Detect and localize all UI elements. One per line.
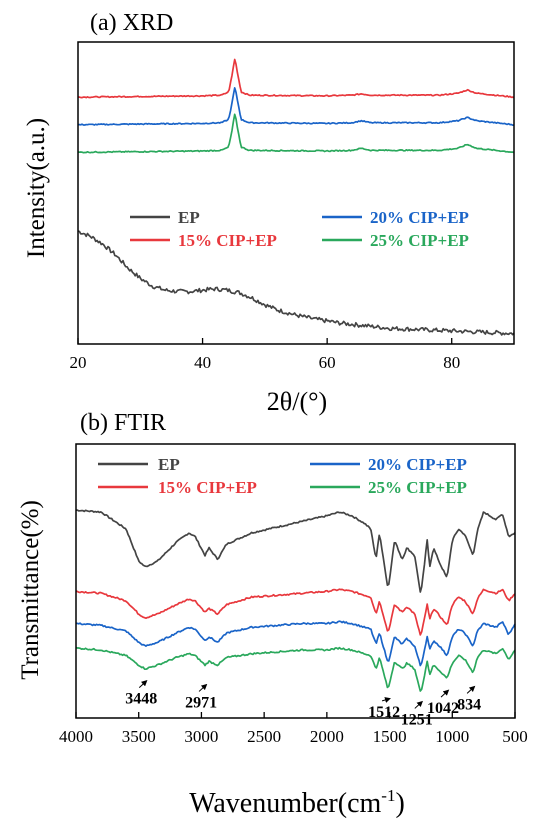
xrd-panel: (a) XRD Intensity(a.u.) 20 40 60 80 2θ/(°) … xyxy=(23,10,515,416)
ftir-legend-label-25: 25% CIP+EP xyxy=(368,478,467,497)
xrd-legend-label-25: 25% CIP+EP xyxy=(370,231,469,250)
xrd-legend-item-15: 15% CIP+EP xyxy=(130,231,277,250)
xrd-legend-item-20: 20% CIP+EP xyxy=(322,208,469,227)
xrd-legend-item-ep: EP xyxy=(130,208,200,227)
ftir-series-20-cip-ep xyxy=(76,620,516,667)
xrd-legend: EP 20% CIP+EP 15% CIP+EP 25% CIP+EP xyxy=(130,208,469,250)
ftir-legend-item-ep: EP xyxy=(98,455,180,474)
ftir-x-ticks: 4000 3500 3000 2500 2000 1500 1000 500 xyxy=(59,712,528,746)
ftir-peak-label-1512: 1512 xyxy=(368,704,400,721)
ftir-peak-arrow-1251 xyxy=(414,700,424,709)
ftir-peak-arrow-2971 xyxy=(198,683,208,692)
xrd-y-axis-label: Intensity(a.u.) xyxy=(23,118,50,258)
ftir-x-tick-label: 3500 xyxy=(122,727,156,746)
ftir-x-tick-label: 2500 xyxy=(247,727,281,746)
ftir-peak-label-2971: 2971 xyxy=(185,694,217,711)
ftir-peak-arrow-1042 xyxy=(440,689,450,698)
ftir-peak-label-1042: 1042 xyxy=(427,700,459,717)
ftir-x-tick-label: 1000 xyxy=(435,727,469,746)
ftir-series-ep xyxy=(75,509,516,593)
xrd-series-25-cip-ep xyxy=(77,113,515,154)
ftir-legend-item-25: 25% CIP+EP xyxy=(310,478,467,497)
ftir-series-15-cip-ep xyxy=(75,588,516,636)
ftir-series-group xyxy=(75,509,516,692)
xrd-panel-title: (a) XRD xyxy=(90,10,173,36)
ftir-peak-arrow-1512 xyxy=(381,697,391,703)
ftir-x-tick-label: 3000 xyxy=(184,727,218,746)
xrd-legend-label-15: 15% CIP+EP xyxy=(178,231,277,250)
ftir-legend-item-15: 15% CIP+EP xyxy=(98,478,257,497)
ftir-x-axis-label: Wavenumber(cm-1) xyxy=(189,786,405,819)
xrd-x-tick-label: 80 xyxy=(443,353,460,372)
ftir-x-axis-label-end: ) xyxy=(395,788,404,819)
xrd-x-tick-label: 40 xyxy=(194,353,211,372)
xrd-x-tick-label: 60 xyxy=(319,353,336,372)
ftir-peak-arrow-3448 xyxy=(138,680,148,689)
xrd-series-15-cip-ep xyxy=(77,58,515,99)
xrd-x-axis-label: 2θ/(°) xyxy=(267,387,327,416)
ftir-legend-label-15: 15% CIP+EP xyxy=(158,478,257,497)
ftir-y-axis-label: Transmittance(%) xyxy=(17,500,44,680)
ftir-legend-label-ep: EP xyxy=(158,455,180,474)
xrd-series-ep xyxy=(77,230,515,336)
ftir-peak-label-1251: 1251 xyxy=(401,711,433,728)
ftir-x-axis-label-sup: -1 xyxy=(381,786,395,805)
ftir-x-tick-label: 2000 xyxy=(310,727,344,746)
ftir-legend-label-20: 20% CIP+EP xyxy=(368,455,467,474)
xrd-x-tick-label: 20 xyxy=(70,353,87,372)
ftir-peak-label-3448: 3448 xyxy=(125,691,157,708)
ftir-peak-arrow-834 xyxy=(466,685,476,694)
xrd-legend-label-ep: EP xyxy=(178,208,200,227)
xrd-legend-label-20: 20% CIP+EP xyxy=(370,208,469,227)
ftir-series-25-cip-ep xyxy=(75,646,516,692)
xrd-series-20-cip-ep xyxy=(78,87,514,126)
xrd-series-group xyxy=(77,58,515,336)
ftir-x-tick-label: 4000 xyxy=(59,727,93,746)
ftir-x-tick-label: 1500 xyxy=(373,727,407,746)
ftir-panel-title: (b) FTIR xyxy=(80,410,166,436)
xrd-plot-frame xyxy=(77,41,515,345)
ftir-legend-item-20: 20% CIP+EP xyxy=(310,455,467,474)
ftir-peak-label-834: 834 xyxy=(457,696,481,713)
ftir-x-tick-label: 500 xyxy=(502,727,528,746)
ftir-plot-frame xyxy=(75,443,516,719)
ftir-legend: EP 20% CIP+EP 15% CIP+EP 25% CIP+EP xyxy=(98,455,467,497)
xrd-legend-item-25: 25% CIP+EP xyxy=(322,231,469,250)
ftir-panel: (b) FTIR Transmittance(%) 4000 3500 3000 25… xyxy=(17,410,528,819)
ftir-x-axis-label-main: Wavenumber(cm xyxy=(189,788,381,819)
xrd-x-ticks: 20 40 60 80 xyxy=(70,338,460,372)
